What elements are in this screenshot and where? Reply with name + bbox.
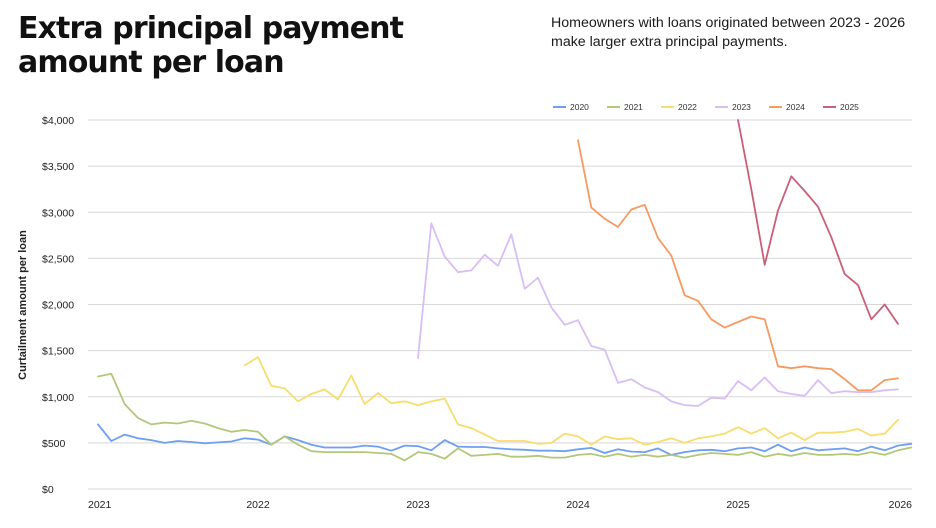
series-line-2020	[97, 423, 913, 456]
series-line-2024	[577, 139, 899, 392]
gridlines	[88, 119, 912, 490]
y-axis-label: Curtailment amount per loan	[17, 230, 29, 380]
x-tick-label: 2024	[566, 499, 590, 511]
series-line-2022	[243, 356, 899, 446]
chart-subtitle: Homeowners with loans originated between…	[551, 15, 906, 50]
series-line-2025	[737, 119, 899, 325]
x-tick-label: 2021	[88, 499, 112, 511]
legend-label-2023: 2023	[732, 102, 751, 112]
series-line-2023	[417, 222, 899, 407]
legend-label-2020: 2020	[570, 102, 589, 112]
y-tick-label: $0	[42, 484, 54, 496]
y-tick-label: $3,000	[42, 207, 74, 219]
x-tick-label: 2026	[889, 499, 913, 511]
y-tick-label: $1,500	[42, 346, 74, 358]
x-tick-label: 2025	[726, 499, 750, 511]
legend-label-2022: 2022	[678, 102, 697, 112]
chart-title: Extra principal payment amount per loan	[18, 11, 404, 80]
y-tick-label: $1,000	[42, 392, 74, 404]
legend-label-2024: 2024	[786, 102, 805, 112]
legend-label-2025: 2025	[840, 102, 859, 112]
y-tick-label: $500	[42, 438, 66, 450]
x-tick-label: 2022	[246, 499, 270, 511]
y-tick-label: $4,000	[42, 115, 74, 127]
x-axis-ticks: 2021 2022 2023 2024 2025 2026	[88, 499, 912, 511]
series-line-2021	[97, 372, 913, 462]
series-lines	[97, 119, 913, 462]
y-tick-label: $2,000	[42, 300, 74, 312]
y-tick-label: $3,500	[42, 161, 74, 173]
legend: 2020 2021 2022 2023 2024 2025	[553, 102, 859, 112]
y-axis-ticks: $0 $500 $1,000 $1,500 $2,000 $2,500 $3,000 $3,5…	[42, 115, 74, 496]
x-tick-label: 2023	[406, 499, 430, 511]
legend-label-2021: 2021	[624, 102, 643, 112]
y-tick-label: $2,500	[42, 253, 74, 265]
